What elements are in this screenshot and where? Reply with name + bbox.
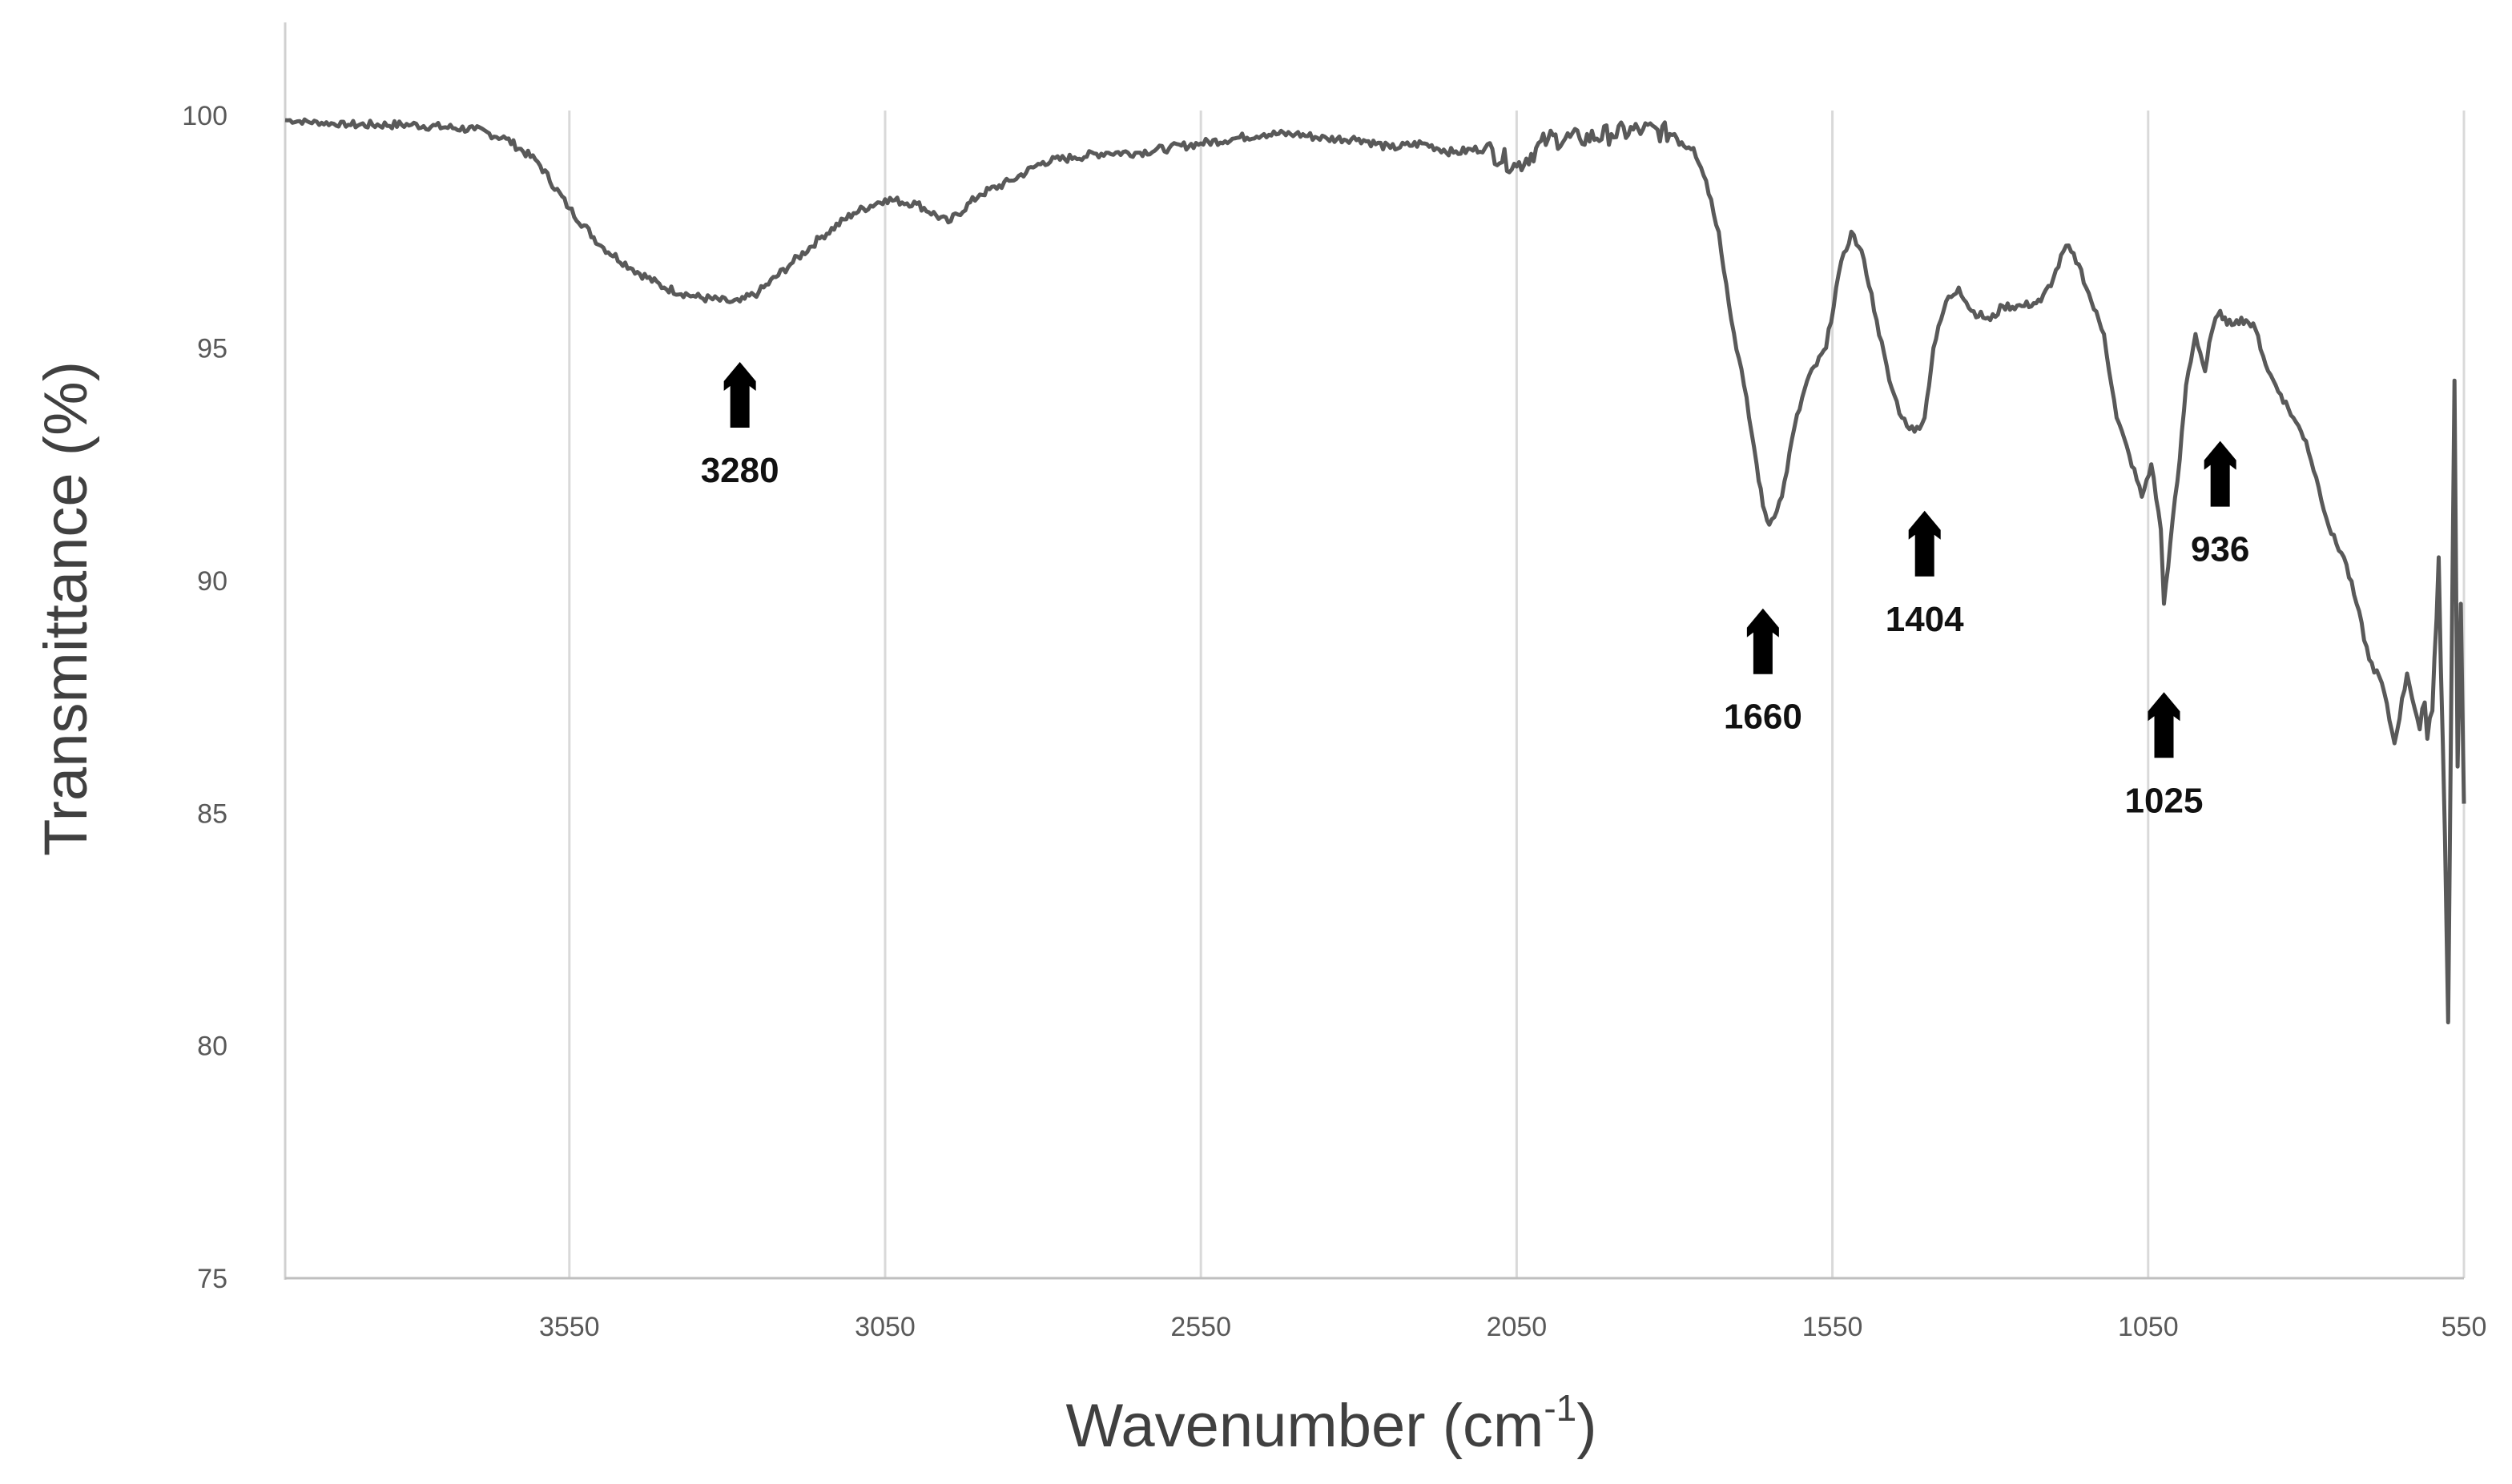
y-tick-label: 90 (197, 566, 227, 597)
peak-label: 1404 (1886, 600, 1964, 639)
arrow-up-icon (1908, 510, 1941, 577)
peak-annotation-1025: 1025 (2125, 692, 2204, 820)
x-tick-labels: 3550 3050 2550 2050 1550 1050 550 (539, 1312, 2486, 1342)
peak-label: 3280 (701, 451, 779, 490)
x-tick-label: 2050 (1487, 1312, 1548, 1342)
x-tick-label: 2550 (1170, 1312, 1231, 1342)
x-axis-title-superscript: -1 (1544, 1387, 1576, 1429)
peak-annotation-3280: 3280 (701, 361, 779, 490)
y-tick-label: 80 (197, 1032, 227, 1062)
arrow-up-icon (2148, 692, 2180, 758)
arrow-up-icon (1746, 608, 1779, 674)
peak-label: 1660 (1724, 698, 1802, 737)
x-tick-label: 3050 (855, 1312, 916, 1342)
peak-annotation-936: 936 (2191, 440, 2249, 569)
peak-label: 936 (2191, 530, 2249, 569)
y-axis-title: Transmittance (%) (32, 361, 100, 856)
x-tick-label: 3550 (539, 1312, 600, 1342)
y-tick-label: 75 (197, 1264, 227, 1294)
peak-annotation-1404: 1404 (1886, 510, 1964, 639)
peak-annotations: 3280 1660 1404 1025 936 (701, 361, 2249, 820)
x-tick-label: 1050 (2118, 1312, 2179, 1342)
x-tick-label: 1550 (1802, 1312, 1863, 1342)
y-tick-label: 100 (182, 101, 227, 131)
x-axis-title: Wavenumber (cm-1) (1065, 1387, 1596, 1460)
y-tick-label: 95 (197, 334, 227, 364)
x-axis-title-close: ) (1576, 1392, 1596, 1460)
y-tick-label: 85 (197, 798, 227, 829)
spectrum-line (284, 117, 2466, 1025)
peak-label: 1025 (2125, 781, 2204, 820)
x-axis-title-main: Wavenumber (cm (1065, 1392, 1544, 1460)
arrow-up-icon (723, 361, 756, 428)
arrow-up-icon (2204, 440, 2236, 507)
peak-annotation-1660: 1660 (1724, 608, 1802, 737)
vertical-gridlines (568, 111, 2466, 1278)
x-tick-label: 550 (2442, 1312, 2487, 1342)
y-tick-labels: 75 80 85 90 95 100 (182, 101, 227, 1294)
